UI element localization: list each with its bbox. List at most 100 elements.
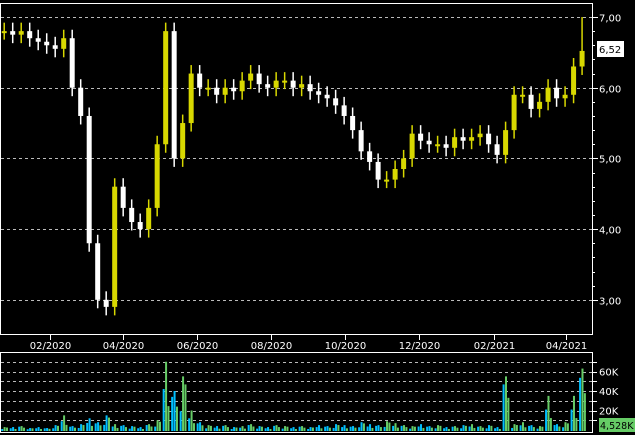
volume-bar xyxy=(570,409,573,431)
date-tick-label: 02/2021 xyxy=(474,341,516,352)
volume-bar xyxy=(345,428,348,431)
volume-bar xyxy=(65,424,68,431)
volume-bar xyxy=(145,425,148,431)
volume-bar xyxy=(124,427,127,431)
candle-body xyxy=(129,207,135,223)
volume-bar xyxy=(507,397,510,431)
volume-bar xyxy=(464,425,467,431)
volume-bar xyxy=(273,425,276,431)
candle-body xyxy=(418,133,424,141)
candle-body xyxy=(486,133,492,145)
candle-body xyxy=(1,31,7,34)
candle-body xyxy=(358,130,364,152)
volume-bar xyxy=(341,427,344,431)
volume-bar xyxy=(148,424,151,431)
volume-bar xyxy=(456,427,459,431)
volume-bar xyxy=(31,428,34,431)
candle-body xyxy=(375,161,381,180)
volume-bar xyxy=(301,426,304,431)
volume-bar xyxy=(258,426,261,431)
volume-bar xyxy=(411,426,414,431)
volume-bar xyxy=(360,422,363,431)
volume-bar xyxy=(488,425,490,431)
volume-bar xyxy=(443,428,446,431)
price-tick-label: 7,00 xyxy=(599,14,621,25)
candle-body xyxy=(27,31,33,39)
date-axis: 02/2020 04/2020 06/2020 08/2020 10/2020 12/20… xyxy=(30,335,587,352)
volume-bar xyxy=(447,428,450,431)
volume-bar xyxy=(528,425,531,431)
volume-bar xyxy=(120,425,123,431)
volume-bar xyxy=(141,428,144,431)
volume-bar xyxy=(362,423,365,431)
volume-bar xyxy=(479,426,482,431)
price-grid xyxy=(1,17,592,301)
volume-bar xyxy=(107,417,110,431)
volume-bar xyxy=(230,428,233,431)
volume-bar xyxy=(413,426,416,431)
volume-bar xyxy=(358,427,361,431)
price-candles xyxy=(1,17,585,316)
volume-bar xyxy=(9,428,12,431)
volume-bar xyxy=(566,423,569,431)
volume-bar xyxy=(490,425,493,431)
volume-tick-label: 60K xyxy=(599,368,619,379)
candle-body xyxy=(120,186,126,208)
date-tick-label: 12/2020 xyxy=(399,341,441,352)
volume-bar xyxy=(35,428,38,431)
volume-bar xyxy=(226,427,229,431)
volume-bar xyxy=(396,427,399,431)
candle-body xyxy=(299,84,305,88)
volume-bar xyxy=(247,425,250,431)
volume-bar xyxy=(439,425,442,431)
candle-body xyxy=(112,186,118,307)
date-tick-label: 06/2020 xyxy=(177,341,219,352)
volume-bar xyxy=(209,425,212,431)
volume-bar xyxy=(182,376,185,431)
volume-bar xyxy=(318,425,321,431)
volume-bar xyxy=(131,426,134,431)
volume-bar xyxy=(409,428,412,431)
volume-bar xyxy=(511,427,514,431)
volume-bar xyxy=(445,427,448,431)
volume-bar xyxy=(167,406,170,431)
volume-bar xyxy=(498,428,501,431)
volume-bar xyxy=(579,377,582,431)
volume-bar xyxy=(154,426,157,431)
volume-bar xyxy=(549,418,552,431)
volume-bar xyxy=(434,428,437,431)
candle-body xyxy=(52,45,58,49)
volume-bar xyxy=(82,425,85,431)
volume-bar xyxy=(60,421,63,431)
volume-bar xyxy=(369,424,372,431)
candle-body xyxy=(137,222,143,230)
candle-body xyxy=(307,84,313,92)
candle-body xyxy=(460,137,466,141)
candle-body xyxy=(324,94,330,99)
volume-bar xyxy=(468,426,471,431)
volume-bar xyxy=(162,389,165,431)
candle-body xyxy=(163,31,169,145)
candle-body xyxy=(239,80,245,92)
volume-bar xyxy=(46,428,49,431)
candle-body xyxy=(86,115,92,244)
volume-bar xyxy=(256,428,259,431)
volume-bar xyxy=(23,427,26,431)
candle-body xyxy=(146,207,152,230)
last-price-label: 6,52 xyxy=(599,45,621,56)
candle-body xyxy=(95,243,101,300)
volume-bar xyxy=(426,426,429,431)
volume-bar xyxy=(199,422,202,431)
candle-body xyxy=(171,31,177,159)
candle-body xyxy=(78,87,84,116)
price-tick-label: 6,00 xyxy=(599,85,621,96)
volume-bar xyxy=(1,428,4,431)
volume-bar xyxy=(477,426,480,431)
volume-bar xyxy=(264,428,267,431)
volume-bar xyxy=(530,425,533,431)
candle-body xyxy=(392,169,398,180)
date-tick-label: 10/2020 xyxy=(325,341,367,352)
volume-bar xyxy=(504,376,507,431)
candle-body xyxy=(477,133,483,138)
